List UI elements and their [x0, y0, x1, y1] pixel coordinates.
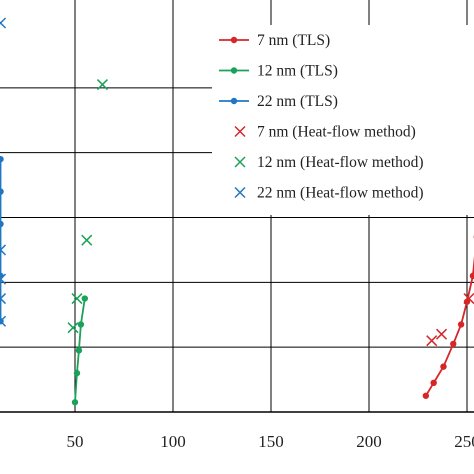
- legend-marker: [230, 97, 238, 105]
- data-point-cross: [0, 315, 7, 327]
- series-12-nm-tls-: [71, 295, 89, 406]
- data-point: [75, 347, 83, 354]
- data-point-cross: [81, 234, 93, 246]
- data-point: [457, 321, 465, 328]
- legend-label: 22 nm (TLS): [257, 93, 338, 110]
- x-tick-label: 50: [67, 432, 84, 451]
- data-point-cross: [67, 322, 79, 334]
- data-point-cross: [0, 273, 7, 285]
- plot-area: [0, 17, 474, 406]
- legend-entry: 22 nm (TLS): [219, 93, 338, 110]
- x-tick-label: 250: [454, 432, 474, 451]
- legend-entry: 7 nm (Heat-flow method): [234, 124, 416, 141]
- legend-marker: [230, 67, 238, 74]
- legend-label: 12 nm (TLS): [257, 63, 338, 80]
- data-point: [73, 369, 81, 377]
- data-point-cross: [0, 244, 7, 256]
- data-point-cross: [96, 79, 108, 91]
- series-22-nm-heat-flow-method-: [0, 17, 7, 327]
- legend-entry: 12 nm (TLS): [219, 63, 338, 80]
- x-tick-label: 150: [258, 432, 284, 451]
- series-7-nm-heat-flow-method-: [426, 293, 474, 347]
- legend-label: 12 nm (Heat-flow method): [257, 154, 424, 171]
- data-point-cross: [463, 293, 474, 305]
- legend-background: [212, 25, 474, 215]
- x-tick-label: 200: [356, 432, 382, 451]
- data-point-cross: [0, 293, 7, 305]
- x-tick-label: 100: [160, 432, 186, 451]
- data-point: [440, 363, 447, 370]
- data-point: [71, 399, 79, 406]
- data-point: [422, 392, 430, 399]
- legend-entry: 22 nm (Heat-flow method): [234, 185, 424, 202]
- data-point: [430, 379, 437, 387]
- x-axis: 50 100 150 200 250: [0, 411, 474, 451]
- legend-entry: 7 nm (TLS): [219, 32, 330, 49]
- data-point: [463, 298, 471, 305]
- legend: 7 nm (TLS) 12 nm (TLS) 22 nm (TLS) 7 nm (He…: [212, 25, 474, 215]
- data-point-cross: [426, 335, 438, 347]
- legend-cross-swatch: [234, 186, 246, 199]
- legend-marker: [230, 36, 238, 44]
- data-point-cross: [435, 328, 448, 340]
- legend-cross-swatch: [234, 156, 246, 168]
- data-point: [81, 295, 89, 302]
- legend-label: 22 nm (Heat-flow method): [257, 185, 424, 202]
- data-point-cross: [71, 293, 83, 305]
- data-point: [469, 272, 474, 280]
- series-12-nm-heat-flow-method-: [67, 79, 108, 334]
- data-point: [0, 220, 4, 228]
- data-point: [0, 188, 4, 195]
- series-7-nm-tls-: [422, 235, 474, 399]
- data-point: [450, 340, 457, 348]
- legend-label: 7 nm (Heat-flow method): [257, 124, 416, 141]
- data-point: [77, 321, 85, 328]
- data-point-cross: [0, 17, 7, 29]
- data-point: [0, 155, 4, 163]
- legend-cross-swatch: [234, 125, 246, 138]
- legend-label: 7 nm (TLS): [257, 32, 330, 49]
- legend-entry: 12 nm (Heat-flow method): [234, 154, 424, 171]
